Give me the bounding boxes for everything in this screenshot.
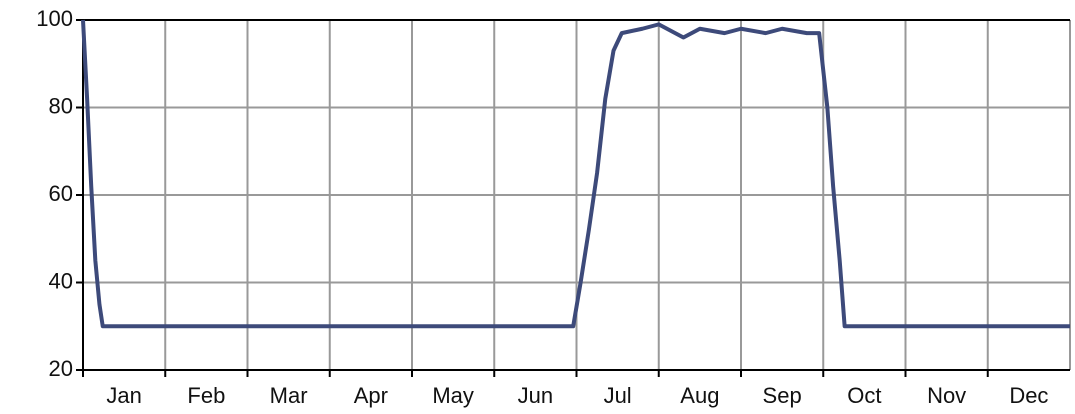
x-tick-label: Apr xyxy=(354,383,388,408)
y-tick-label: 60 xyxy=(49,181,73,206)
x-tick-label: Nov xyxy=(927,383,966,408)
y-tick-label: 20 xyxy=(49,356,73,381)
y-tick-label: 100 xyxy=(36,6,73,31)
x-tick-label: Mar xyxy=(270,383,308,408)
x-tick-label: Feb xyxy=(187,383,225,408)
data-line xyxy=(81,19,1070,329)
y-tick-label: 80 xyxy=(49,93,73,118)
x-tick-label: Oct xyxy=(847,383,881,408)
x-tick-label: Jul xyxy=(604,383,632,408)
x-tick-label: Dec xyxy=(1009,383,1048,408)
x-tick-label: Jun xyxy=(518,383,553,408)
x-tick-label: May xyxy=(432,383,474,408)
x-tick-label: Jan xyxy=(106,383,141,408)
y-tick-label: 40 xyxy=(49,268,73,293)
x-tick-label: Aug xyxy=(680,383,719,408)
x-tick-label: Sep xyxy=(763,383,802,408)
